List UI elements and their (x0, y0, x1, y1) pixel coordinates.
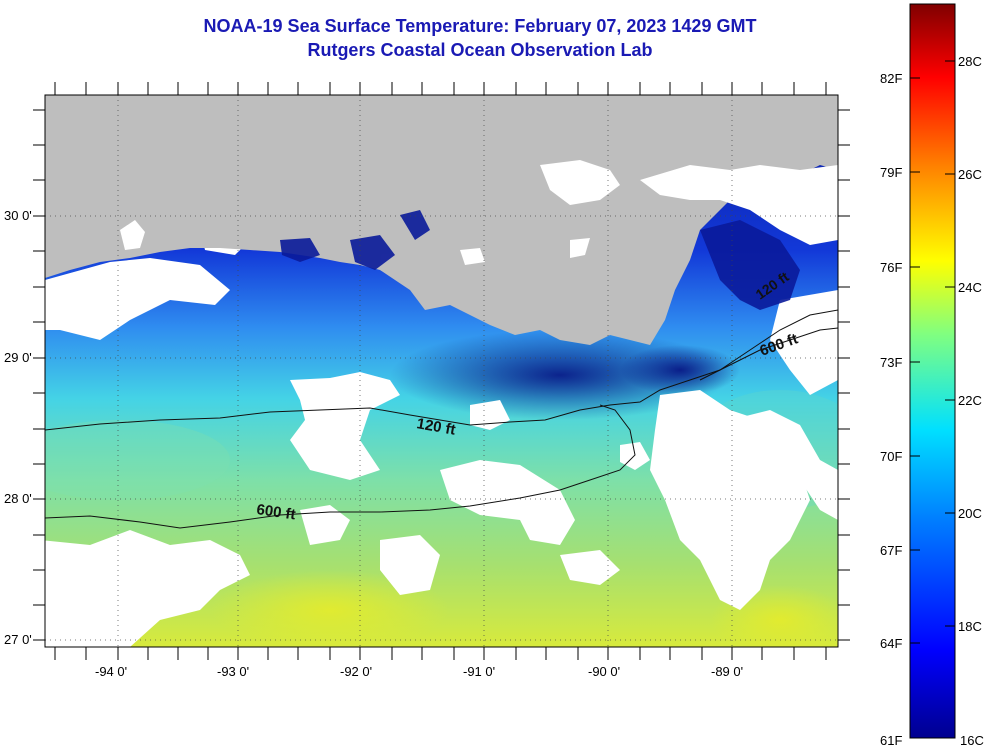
lon-label-89: -89 0' (711, 664, 744, 679)
top-ticks (54, 82, 827, 95)
cb-label-73f: 73F (880, 355, 903, 370)
cloud-cover (45, 225, 838, 647)
map-imagery (45, 95, 838, 647)
right-ticks (838, 109, 850, 641)
left-ticks (33, 109, 45, 641)
map-title: NOAA-19 Sea Surface Temperature: Februar… (203, 16, 757, 36)
bottom-ticks (54, 647, 827, 660)
contour-label-120-shelf: 120 ft (415, 415, 457, 439)
contour-600ft (45, 327, 838, 529)
colorbar-ticks (910, 60, 955, 644)
colorbar (909, 3, 956, 739)
contour-label-600-west: 600 ft (255, 501, 296, 523)
cb-label-82f: 82F (880, 71, 903, 86)
lon-label-90: -90 0' (588, 664, 621, 679)
lon-label-93: -93 0' (217, 664, 250, 679)
contour-120ft (45, 309, 838, 431)
cb-label-76f: 76F (880, 260, 903, 275)
coastline-land (45, 95, 838, 345)
cb-label-67f: 67F (880, 543, 903, 558)
lon-label-94: -94 0' (95, 664, 128, 679)
lat-label-28: 28 0' (4, 491, 32, 506)
lat-label-30: 30 0' (4, 208, 32, 223)
cb-label-28c: 28C (958, 54, 982, 69)
cb-label-22c: 22C (958, 393, 982, 408)
cb-label-18c: 18C (958, 619, 982, 634)
cb-label-61f: 61F (880, 733, 903, 748)
cb-label-24c: 24C (958, 280, 982, 295)
cb-label-20c: 20C (958, 506, 982, 521)
cb-label-16c: 16C (960, 733, 984, 748)
lat-label-27: 27 0' (4, 632, 32, 647)
cb-label-79f: 79F (880, 165, 903, 180)
graticule (45, 95, 838, 647)
lon-label-92: -92 0' (340, 664, 373, 679)
map-frame (44, 94, 839, 648)
lat-label-29: 29 0' (4, 350, 32, 365)
cb-label-26c: 26C (958, 167, 982, 182)
map-subtitle: Rutgers Coastal Ocean Observation Lab (307, 40, 653, 60)
cb-label-70f: 70F (880, 449, 903, 464)
lon-label-91: -91 0' (463, 664, 496, 679)
cb-label-64f: 64F (880, 636, 903, 651)
